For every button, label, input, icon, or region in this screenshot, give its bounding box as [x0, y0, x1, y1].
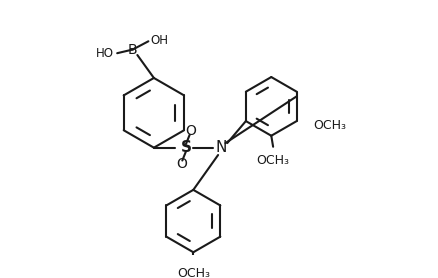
Text: OH: OH — [150, 34, 168, 47]
Text: OCH₃: OCH₃ — [257, 154, 290, 167]
Text: B: B — [128, 43, 138, 56]
Text: HO: HO — [95, 47, 113, 60]
Text: OCH₃: OCH₃ — [177, 267, 210, 278]
Text: S: S — [180, 140, 191, 155]
Text: OCH₃: OCH₃ — [313, 119, 346, 132]
Text: O: O — [185, 124, 196, 138]
Text: O: O — [176, 157, 187, 171]
Text: N: N — [215, 140, 226, 155]
